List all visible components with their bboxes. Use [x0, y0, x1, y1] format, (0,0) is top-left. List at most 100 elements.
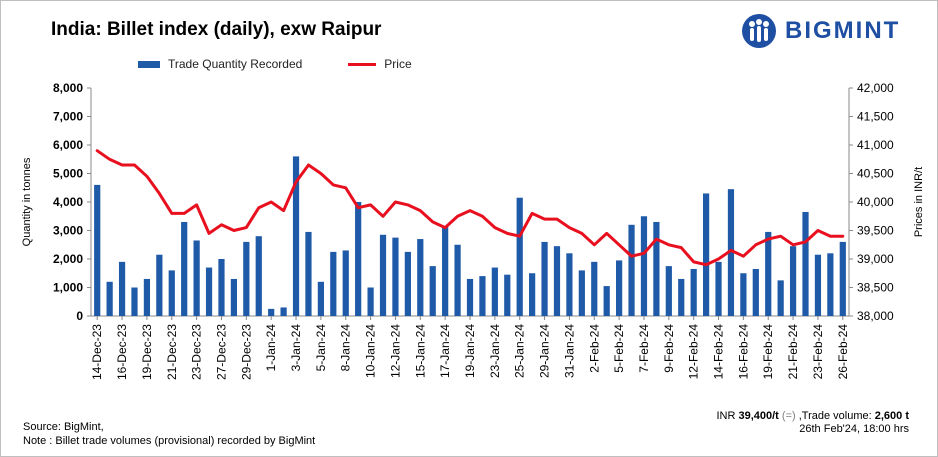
bar-0	[94, 184, 101, 316]
bar-37	[553, 246, 561, 316]
bar-12	[243, 241, 250, 316]
x-tick-label: 15-Jan-24	[413, 324, 427, 378]
x-tick-label: 12-Feb-24	[687, 324, 701, 380]
price-volume-line: INR 39,400/t (=) ,Trade volume: 2,600 t	[716, 410, 909, 423]
bar-47	[678, 278, 685, 316]
bar-30	[466, 278, 474, 316]
bar-31	[479, 276, 486, 316]
bar-34	[516, 197, 523, 316]
x-tick-label: 7-Feb-24	[637, 324, 651, 373]
y-right-tick-label: 38,000	[857, 309, 894, 323]
bar-51	[727, 189, 735, 316]
y-right-tick-label: 40,500	[857, 167, 894, 181]
volume-value: 2,600 t	[874, 410, 909, 422]
x-tick-label: 14-Dec-23	[90, 324, 104, 380]
chart-legend: Trade Quantity Recorded Price	[138, 57, 412, 71]
x-tick-label: 10-Jan-24	[364, 324, 378, 378]
bar-60	[839, 241, 846, 316]
x-tick-label: 31-Jan-24	[562, 324, 576, 378]
x-tick-label: 14-Feb-24	[712, 324, 726, 380]
x-tick-label: 23-Feb-24	[811, 324, 825, 380]
x-tick-label: 26-Feb-24	[836, 324, 850, 380]
y-left-tick-label: 3,000	[53, 224, 83, 238]
bar-46	[665, 266, 672, 316]
bar-9	[205, 267, 213, 316]
x-tick-label: 2-Feb-24	[587, 324, 601, 373]
bar-6	[168, 270, 175, 316]
y-right-tick-label: 42,000	[857, 81, 894, 95]
bar-15	[280, 307, 287, 316]
x-tick-label: 5-Jan-24	[314, 324, 328, 372]
bar-4	[143, 278, 151, 316]
y-left-tick-label: 4,000	[53, 195, 83, 209]
y-left-tick-label: 6,000	[53, 138, 83, 152]
y-right-tick-label: 40,000	[857, 195, 894, 209]
legend-label-bars: Trade Quantity Recorded	[168, 57, 303, 71]
y-left-tick-label: 5,000	[53, 167, 83, 181]
x-tick-label: 23-Jan-24	[488, 324, 502, 378]
bar-59	[827, 253, 834, 316]
legend-item-bars: Trade Quantity Recorded	[138, 57, 302, 71]
y-right-tick-label: 38,500	[857, 281, 894, 295]
y-left-tick-label: 7,000	[53, 110, 83, 124]
bar-25	[404, 251, 411, 316]
bar-3	[131, 287, 138, 316]
bar-17	[305, 231, 312, 316]
bar-26	[417, 239, 424, 316]
y-left-tick-label: 1,000	[53, 281, 83, 295]
x-tick-label: 21-Dec-23	[165, 324, 179, 380]
source-note: Source: BigMint, Note : Billet trade vol…	[23, 420, 315, 448]
y-right-tick-label: 41,500	[857, 110, 894, 124]
bar-16	[292, 156, 300, 316]
bar-57	[802, 211, 809, 316]
bar-40	[591, 261, 598, 316]
x-tick-label: 9-Feb-24	[662, 324, 676, 373]
bar-32	[491, 267, 498, 316]
x-tick-label: 27-Dec-23	[214, 324, 228, 380]
timestamp: 26th Feb'24, 18:00 hrs	[799, 423, 909, 435]
bar-38	[566, 253, 573, 316]
bar-24	[392, 237, 399, 316]
bar-22	[367, 287, 374, 316]
bar-21	[355, 202, 362, 316]
bar-35	[529, 273, 536, 316]
price-value: 39,400/t	[738, 410, 779, 422]
bar-8	[193, 240, 200, 316]
x-tick-label: 8-Jan-24	[339, 324, 353, 372]
y-left-axis-title: Quantity in tonnes	[21, 157, 33, 246]
bar-54	[765, 231, 772, 316]
x-tick-label: 1-Jan-24	[264, 324, 278, 372]
bar-20	[342, 250, 349, 316]
legend-label-line: Price	[384, 57, 412, 71]
price-summary: INR 39,400/t (=) ,Trade volume: 2,600 t …	[716, 410, 909, 436]
x-tick-label: 12-Jan-24	[388, 324, 402, 378]
bar-11	[230, 278, 238, 316]
bar-13	[255, 236, 262, 316]
bar-10	[218, 259, 225, 316]
chart-plot: 0 1,000 2,000 3,000 4,000 5,000 6,000 7,000 8,00…	[21, 81, 925, 380]
bar-48	[690, 268, 697, 316]
brand-logo: BIGMINT	[741, 13, 900, 49]
bar-29	[454, 244, 461, 316]
x-tick-label: 19-Feb-24	[761, 324, 775, 380]
bar-28	[442, 226, 449, 316]
bar-33	[504, 274, 511, 316]
bar-43	[628, 224, 635, 316]
bar-19	[330, 251, 337, 316]
bar-2	[118, 261, 126, 316]
bar-44	[640, 216, 648, 316]
x-tick-label: 23-Dec-23	[190, 324, 204, 380]
bar-58	[814, 254, 822, 316]
bar-41	[603, 286, 610, 316]
bar-14	[268, 308, 275, 316]
y-left-tick-label: 8,000	[53, 81, 83, 95]
x-tick-label: 19-Dec-23	[140, 324, 154, 380]
bar-52	[740, 273, 747, 316]
note-text: Note : Billet trade volumes (provisional…	[23, 435, 316, 447]
legend-swatch-bars	[138, 60, 160, 68]
chart-title: India: Billet index (daily), exw Raipur	[51, 19, 382, 40]
bar-36	[541, 241, 548, 316]
bar-42	[616, 260, 623, 316]
bar-7	[181, 221, 188, 316]
